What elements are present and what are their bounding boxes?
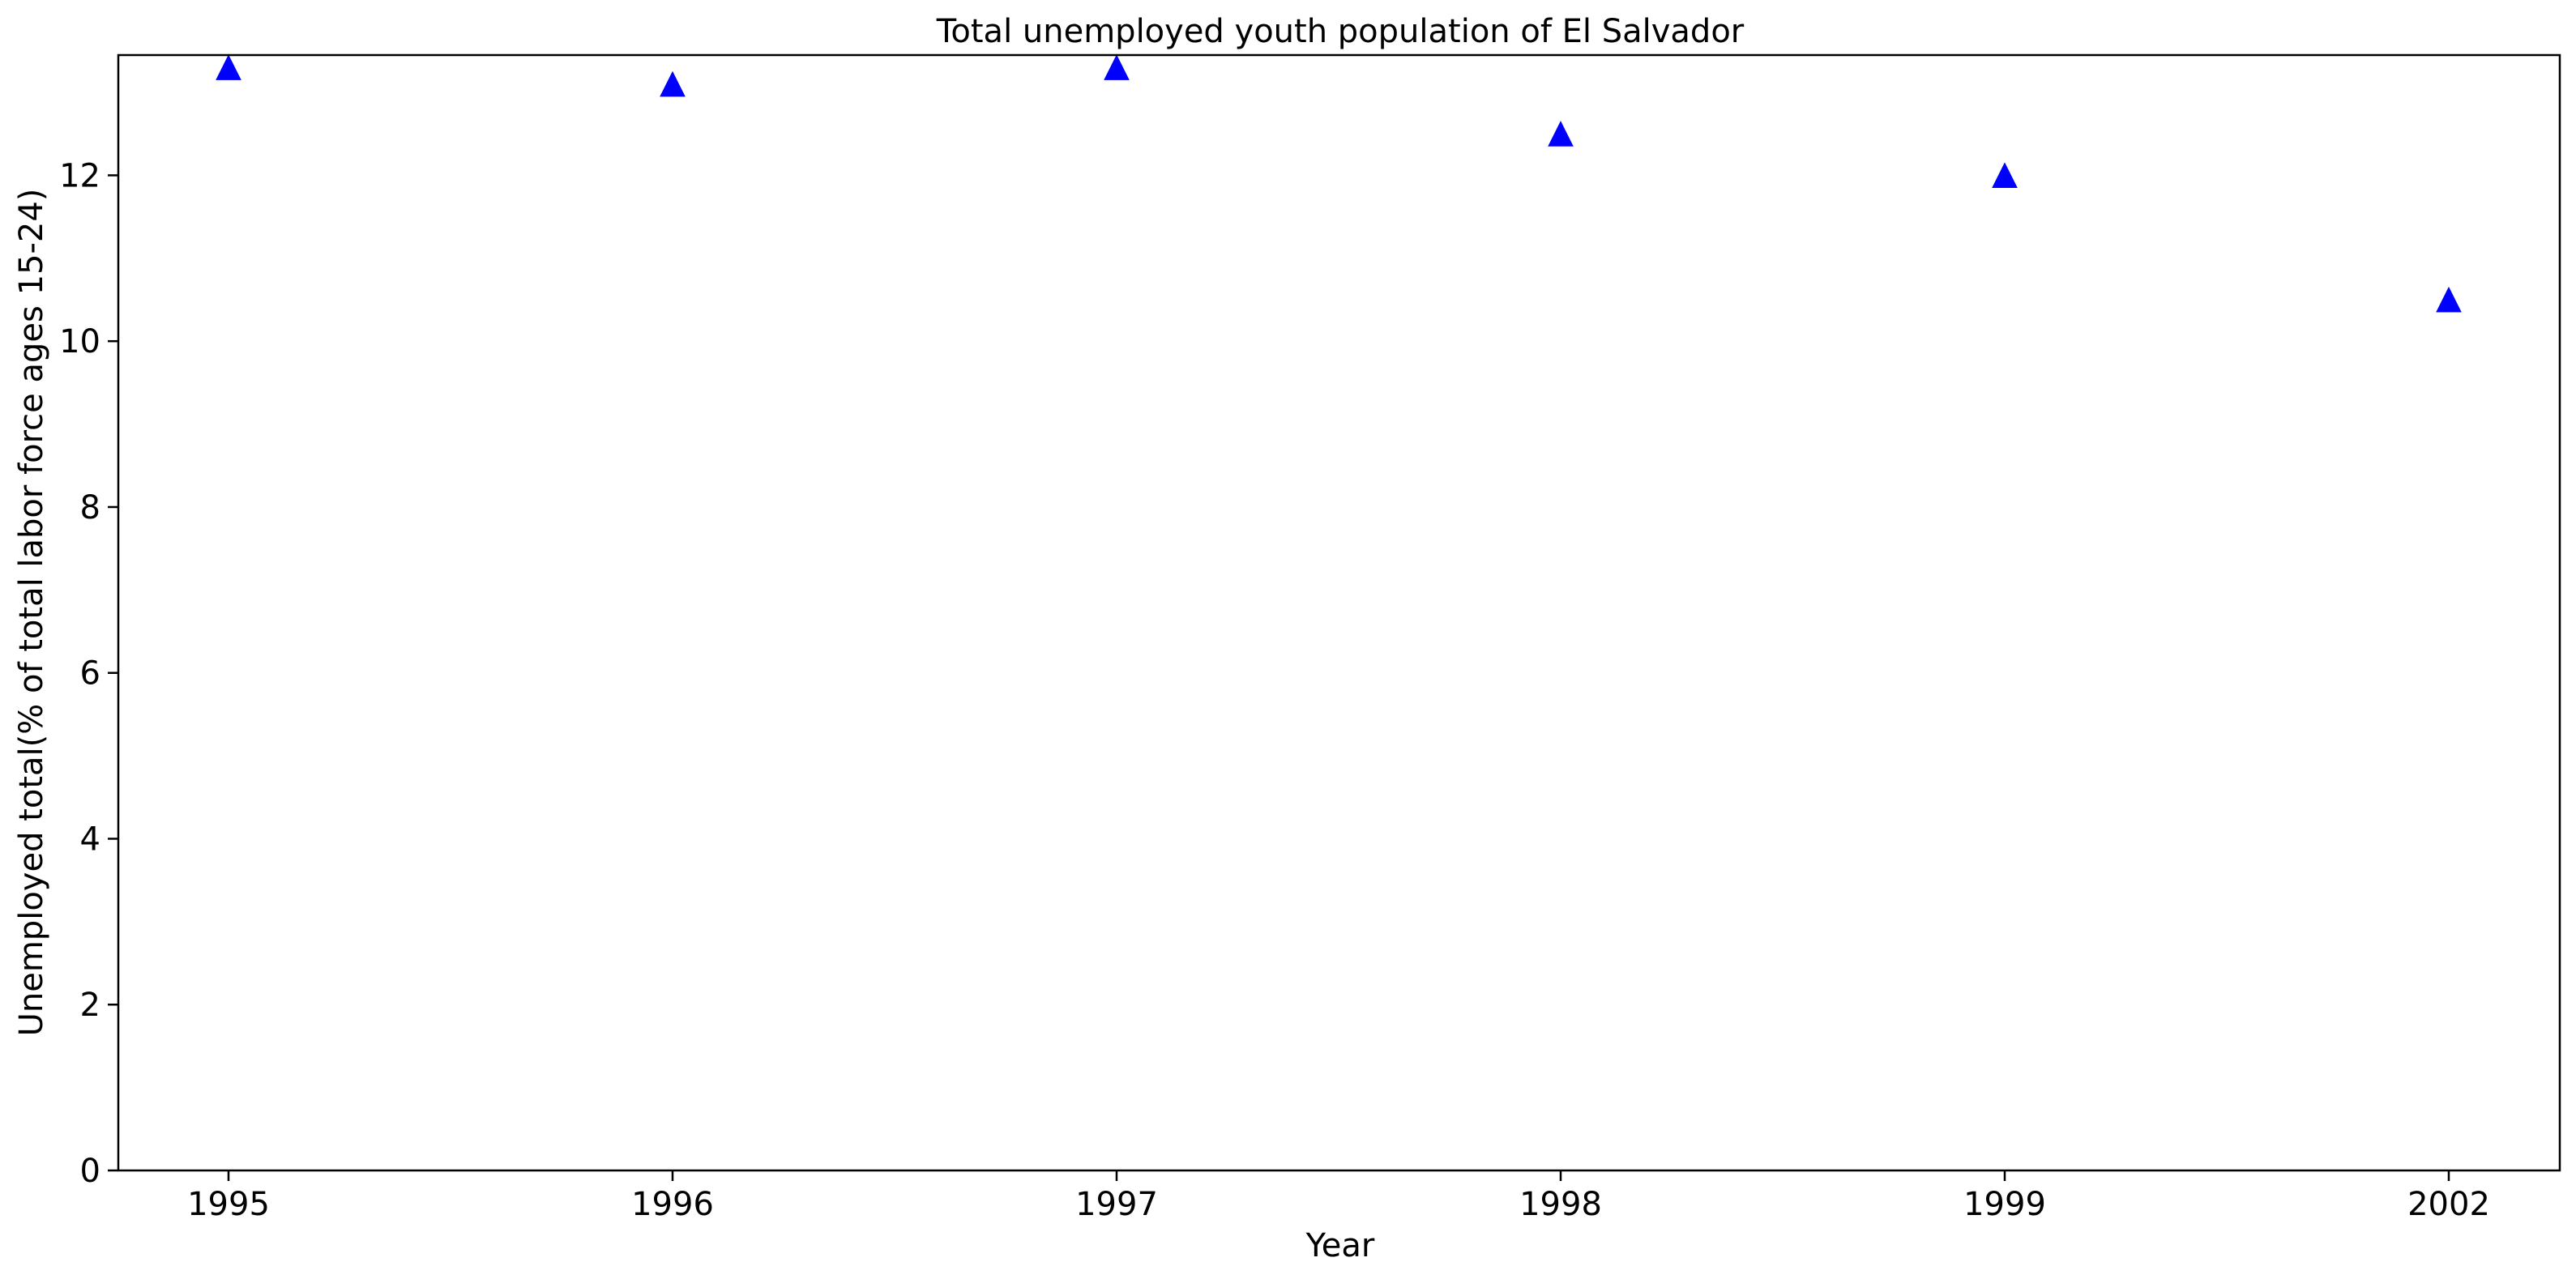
x-tick-label: 1997 [1075,1186,1158,1223]
y-tick-label: 4 [80,821,100,858]
x-tick-label: 1998 [1519,1186,1602,1223]
plot-area [216,54,2462,313]
data-point [216,54,241,80]
x-tick-label: 1996 [631,1186,714,1223]
y-axis: 0 2 4 6 8 10 12 [59,157,118,1190]
y-axis-label: Unemployed total(% of total labor force … [13,189,50,1037]
chart-title: Total unemployed youth population of El … [936,13,1745,50]
data-point [1548,121,1574,147]
x-tick-label: 2002 [2407,1186,2490,1223]
x-axis: 1995 1996 1997 1998 1999 2002 [187,1170,2490,1223]
y-tick-label: 0 [80,1153,100,1190]
y-tick-label: 8 [80,489,100,527]
data-point [2436,286,2462,313]
data-point [1992,162,2018,188]
data-point [660,70,686,97]
y-tick-label: 10 [59,323,100,360]
y-tick-label: 2 [80,987,100,1024]
data-point [1104,54,1130,80]
plot-frame [117,53,2561,1172]
y-tick-label: 6 [80,655,100,693]
y-tick-label: 12 [59,157,100,194]
x-axis-label: Year [1305,1227,1375,1264]
x-tick-label: 1995 [187,1186,270,1223]
x-tick-label: 1999 [1963,1186,2046,1223]
